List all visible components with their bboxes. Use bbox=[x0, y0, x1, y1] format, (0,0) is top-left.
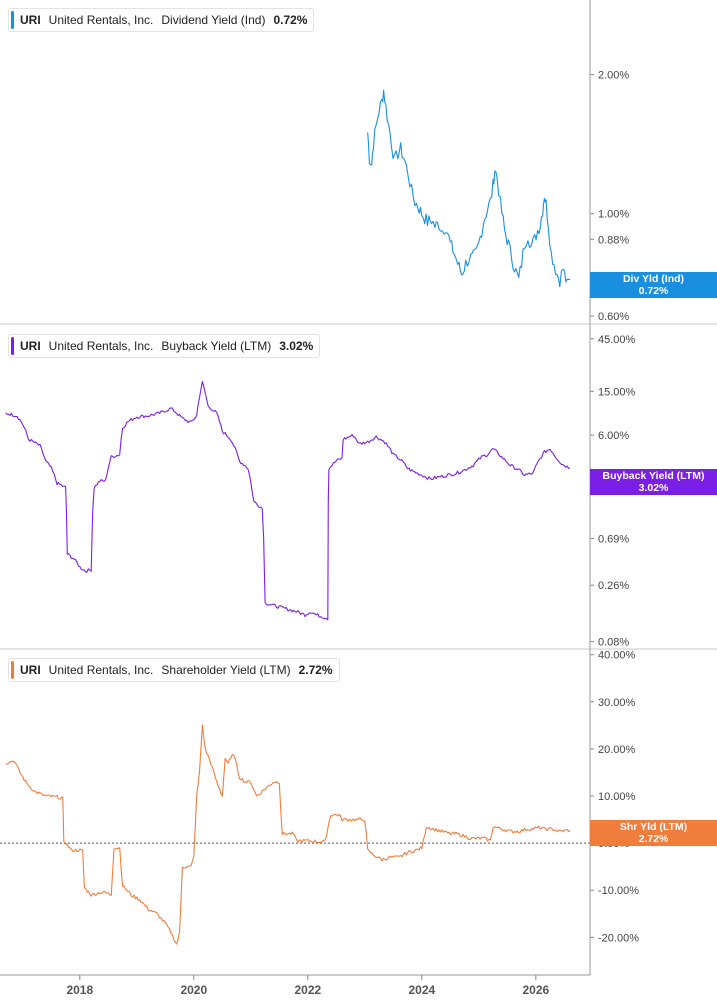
y-tick-label: 2.00% bbox=[598, 70, 629, 82]
x-tick-label: 2020 bbox=[180, 983, 207, 997]
y-tick-label: 0.69% bbox=[598, 534, 629, 546]
legend-ticker: URI bbox=[20, 339, 41, 353]
legend-metric: Buyback Yield (LTM) bbox=[161, 339, 272, 353]
series-line bbox=[5, 724, 571, 945]
current-value-tag-buyback: Buyback Yield (LTM) 3.02% bbox=[590, 469, 717, 495]
y-tick-label: 1.00% bbox=[598, 209, 629, 221]
x-tick-label: 2026 bbox=[522, 983, 549, 997]
y-tick-label: 10.00% bbox=[598, 791, 636, 803]
y-tick-label: 15.00% bbox=[598, 386, 636, 398]
x-tick-label: 2022 bbox=[294, 983, 321, 997]
legend-dividend-yield: URI United Rentals, Inc. Dividend Yield … bbox=[8, 8, 315, 32]
y-tick-label: 30.00% bbox=[598, 697, 636, 709]
legend-swatch bbox=[11, 11, 14, 29]
legend-value: 3.02% bbox=[279, 339, 314, 353]
y-tick-label: -10.00% bbox=[598, 885, 639, 897]
tag-label: Div Yld (Ind) bbox=[622, 273, 685, 285]
legend-metric: Shareholder Yield (LTM) bbox=[161, 663, 291, 677]
legend-company: United Rentals, Inc. bbox=[48, 13, 154, 27]
y-tick-label: 0.88% bbox=[598, 234, 629, 246]
x-tick-label: 2024 bbox=[408, 983, 435, 997]
tag-label: Buyback Yield (LTM) bbox=[602, 470, 705, 482]
legend-swatch bbox=[11, 661, 14, 679]
legend-ticker: URI bbox=[20, 13, 41, 27]
legend-shareholder-yield: URI United Rentals, Inc. Shareholder Yie… bbox=[8, 658, 340, 682]
current-value-tag-shareholder: Shr Yld (LTM) 2.72% bbox=[590, 820, 717, 846]
legend-ticker: URI bbox=[20, 663, 41, 677]
current-value-tag-dividend: Div Yld (Ind) 0.72% bbox=[590, 272, 717, 298]
y-tick-label: -20.00% bbox=[598, 932, 639, 944]
y-tick-label: 0.26% bbox=[598, 580, 629, 592]
legend-company: United Rentals, Inc. bbox=[48, 339, 154, 353]
legend-value: 0.72% bbox=[273, 13, 308, 27]
legend-swatch bbox=[11, 337, 14, 355]
tag-value: 3.02% bbox=[638, 482, 669, 494]
legend-metric: Dividend Yield (Ind) bbox=[161, 13, 266, 27]
legend-buyback-yield: URI United Rentals, Inc. Buyback Yield (… bbox=[8, 334, 321, 358]
series-line bbox=[5, 380, 571, 621]
y-tick-label: 20.00% bbox=[598, 744, 636, 756]
y-tick-label: 0.60% bbox=[598, 311, 629, 323]
y-tick-label: 0.08% bbox=[598, 637, 629, 649]
x-tick-label: 2018 bbox=[66, 983, 93, 997]
y-tick-label: 40.00% bbox=[598, 650, 636, 662]
legend-company: United Rentals, Inc. bbox=[48, 663, 154, 677]
series-line bbox=[367, 89, 571, 288]
legend-value: 2.72% bbox=[298, 663, 333, 677]
y-tick-label: 6.00% bbox=[598, 430, 629, 442]
y-tick-label: 45.00% bbox=[598, 334, 636, 346]
tag-value: 2.72% bbox=[638, 833, 669, 845]
tag-value: 0.72% bbox=[638, 285, 669, 297]
tag-label: Shr Yld (LTM) bbox=[619, 821, 688, 833]
